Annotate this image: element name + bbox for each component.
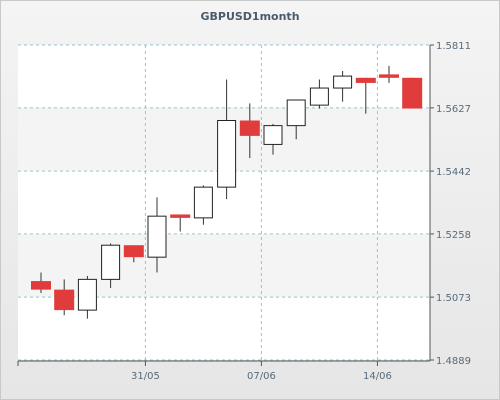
y-tick-label: 1.5258 [436, 230, 471, 241]
candles [31, 65, 423, 319]
x-tick-label: 31/05 [131, 371, 160, 382]
candle [123, 245, 144, 263]
candle-body-down [239, 120, 260, 136]
candle-body-down [31, 281, 51, 290]
y-tick-label: 1.5442 [436, 167, 471, 178]
candle-body-up [286, 99, 306, 127]
candle [309, 79, 329, 109]
grid-lines [18, 44, 430, 361]
candle [263, 123, 283, 155]
y-tick-label: 1.5811 [436, 41, 471, 52]
candle [333, 70, 353, 102]
candle-body-down [54, 289, 75, 311]
candle-body-up [101, 244, 121, 280]
candle-body-down [402, 77, 423, 109]
candle [355, 77, 376, 114]
candle-body-down [123, 245, 144, 258]
x-axis-labels: 31/05 07/06 14/06 [17, 361, 392, 382]
candle [31, 272, 51, 294]
candle-body-up [193, 186, 213, 219]
candle-body-down [170, 214, 191, 218]
candle-body-up [147, 215, 167, 258]
candle [239, 103, 260, 159]
candle [379, 65, 399, 83]
chart-title: GBPUSD1month [200, 10, 300, 23]
candle [217, 79, 237, 200]
candle-body-up [217, 120, 237, 188]
x-tick-label: 07/06 [247, 371, 276, 382]
plot-area [18, 45, 430, 360]
y-tick-label: 1.5073 [436, 293, 471, 304]
candle-body-up [309, 87, 329, 106]
x-tick-label: 14/06 [363, 371, 392, 382]
y-axis-labels: 1.5811 1.5627 1.5442 1.5258 1.5073 1.4889 [430, 41, 471, 367]
candle-body-down [379, 74, 399, 78]
candle-body-down [355, 77, 376, 83]
candle-body-up [77, 278, 97, 311]
candle [286, 99, 306, 140]
y-tick-label: 1.4889 [436, 356, 471, 367]
candle [193, 185, 213, 225]
candle-body-up [263, 125, 283, 145]
candle [101, 243, 121, 288]
candle [147, 197, 167, 273]
candle [170, 214, 191, 232]
candle [402, 77, 423, 109]
candle-body-up [333, 75, 353, 89]
y-tick-label: 1.5627 [436, 104, 471, 115]
candle [77, 275, 97, 319]
candle [54, 279, 75, 316]
